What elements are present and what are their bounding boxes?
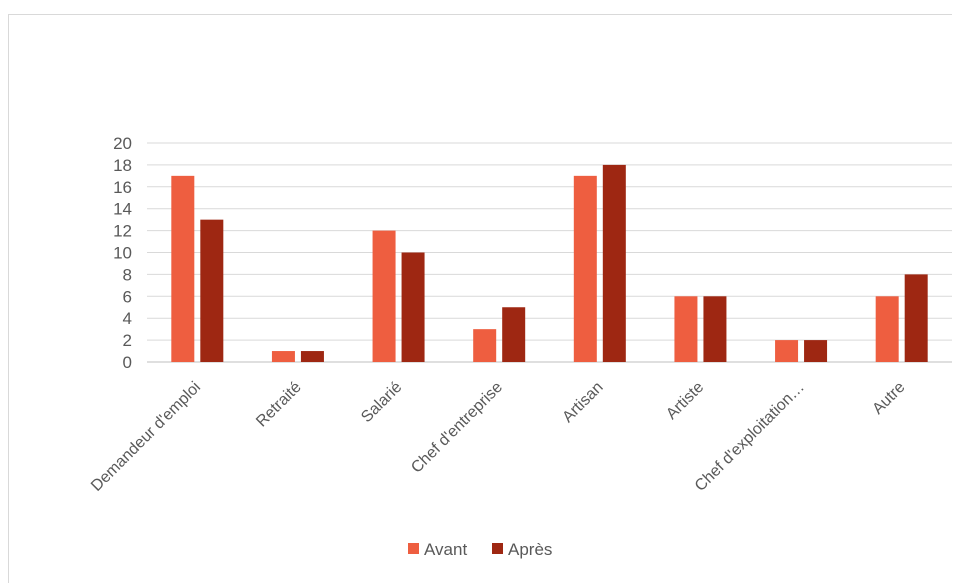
bar-apr-s-3 <box>401 252 425 362</box>
bar-avant-6 <box>674 296 698 362</box>
bar-apr-s-7 <box>804 340 828 362</box>
y-tick-label: 12 <box>113 222 132 241</box>
legend-swatch-2 <box>492 543 503 554</box>
x-tick-label: Chef d'exploitation… <box>692 379 808 495</box>
legend-label: Avant <box>424 540 467 559</box>
y-tick-label: 18 <box>113 156 132 175</box>
y-tick-label: 4 <box>123 309 132 328</box>
legend: Avant Après <box>408 540 552 559</box>
x-axis-labels: Demandeur d'emploi Retraité Salarié Chef d'… <box>88 379 909 495</box>
y-tick-label: 16 <box>113 178 132 197</box>
bar-apr-s-4 <box>502 307 526 362</box>
x-tick-label: Chef d'entreprise <box>408 379 506 477</box>
y-tick-label: 6 <box>123 287 132 306</box>
legend-swatch-1 <box>408 543 419 554</box>
bar-avant-8 <box>875 296 899 362</box>
y-tick-label: 14 <box>113 200 132 219</box>
bar-avant-1 <box>171 175 195 362</box>
bar-avant-7 <box>775 340 799 362</box>
y-tick-label: 20 <box>113 134 132 153</box>
chart-frame <box>8 14 952 583</box>
y-axis-ticks: 0 2 4 6 8 10 12 14 16 18 20 <box>113 134 132 372</box>
x-tick-label: Retraité <box>253 379 305 431</box>
y-tick-label: 2 <box>123 331 132 350</box>
bar-apr-s-6 <box>703 296 727 362</box>
legend-label: Après <box>508 540 552 559</box>
x-tick-label: Autre <box>869 379 908 418</box>
bar-avant-2 <box>271 351 295 362</box>
bar-apr-s-2 <box>300 351 324 362</box>
bar-avant-3 <box>372 230 396 362</box>
y-tick-label: 10 <box>113 244 132 263</box>
x-tick-label: Demandeur d'emploi <box>88 379 204 495</box>
x-tick-label: Salarié <box>358 379 405 426</box>
x-tick-label: Artiste <box>663 379 707 423</box>
bar-apr-s-5 <box>602 164 626 362</box>
y-tick-label: 8 <box>123 265 132 284</box>
y-tick-label: 0 <box>123 353 132 372</box>
bar-apr-s-8 <box>904 274 928 362</box>
gridlines <box>147 142 952 363</box>
bars <box>171 164 928 362</box>
x-tick-label: Artisan <box>559 379 606 426</box>
bar-avant-4 <box>473 329 497 362</box>
bar-avant-5 <box>573 175 597 362</box>
bar-apr-s-1 <box>200 219 224 362</box>
